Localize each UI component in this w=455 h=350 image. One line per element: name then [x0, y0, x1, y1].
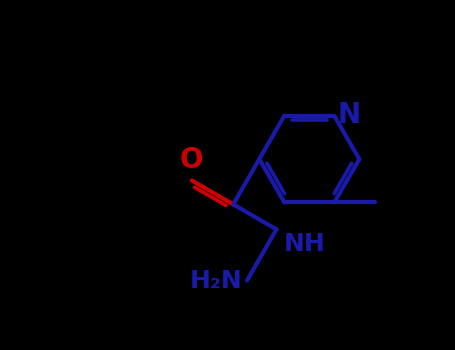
Text: N: N	[338, 101, 361, 129]
Text: NH: NH	[283, 232, 325, 256]
Text: O: O	[180, 146, 203, 174]
Text: H₂N: H₂N	[190, 268, 243, 293]
